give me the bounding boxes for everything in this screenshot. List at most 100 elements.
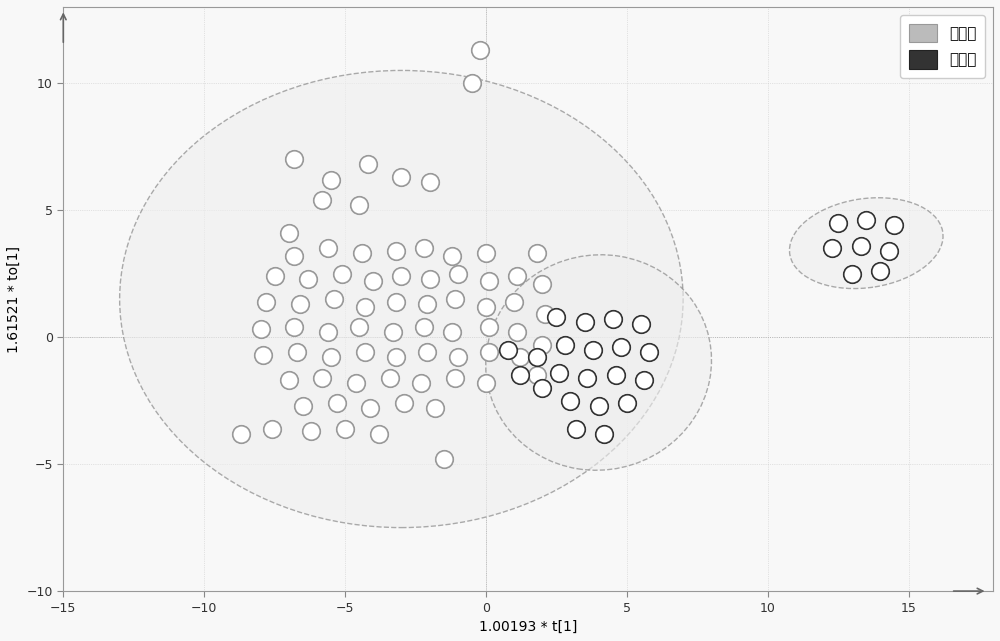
Point [255,350,271,360]
Point [529,248,545,258]
Point [388,296,404,306]
Point [613,342,629,353]
Point [548,312,564,322]
Point [416,322,432,332]
Point [300,274,316,284]
Point [286,251,302,261]
Point [357,301,373,312]
Point [534,383,550,393]
Point [286,322,302,332]
Point [509,327,525,337]
Point [577,317,593,327]
Point [314,372,330,383]
Point [323,353,339,363]
Point [303,426,319,437]
Point [233,428,249,438]
Point [568,424,584,434]
Point [416,243,432,253]
Point [365,276,381,287]
Point [388,246,404,256]
Point [320,243,336,253]
Point [450,353,466,363]
Point [478,378,494,388]
Point [886,221,902,231]
Point [636,375,652,385]
Point [478,301,494,312]
Point [447,294,463,304]
Point [858,215,874,226]
Point [413,378,429,388]
Point [450,353,466,363]
Point [444,251,460,261]
Point [509,327,525,337]
Point [371,428,387,438]
Point [258,296,274,306]
Point [478,248,494,258]
Point [579,372,595,383]
Point [529,353,545,363]
Point [529,370,545,380]
Point [326,294,342,304]
Point [881,246,897,256]
Point [830,218,846,228]
Point [579,372,595,383]
Point [393,271,409,281]
Point [323,353,339,363]
Point [419,347,435,358]
Point [289,347,305,358]
Point [830,218,846,228]
Point [416,243,432,253]
Point [233,428,249,438]
Point [537,309,553,319]
Point [481,322,497,332]
Point [534,340,550,350]
Point [295,401,311,411]
Point [329,398,345,408]
Point [337,424,353,434]
Point [295,401,311,411]
Point [619,398,635,408]
Point [447,372,463,383]
Point [562,395,578,406]
Point [419,347,435,358]
Point [326,294,342,304]
Point [286,251,302,261]
Point [450,269,466,279]
Point [320,327,336,337]
Point [354,248,370,258]
Point [444,327,460,337]
Point [585,345,601,355]
Point [314,372,330,383]
Point [419,299,435,309]
Point [596,428,612,438]
Point [348,378,364,388]
Point [436,454,452,464]
Point [613,342,629,353]
Point [281,375,297,385]
Point [608,370,624,380]
Point [512,370,528,380]
Point [419,299,435,309]
Point [529,370,545,380]
Point [444,327,460,337]
Point [481,276,497,287]
Point [362,403,378,413]
Point [529,353,545,363]
Point [388,353,404,363]
Point [351,322,367,332]
Point [396,398,412,408]
Point [427,403,443,413]
Point [881,246,897,256]
Point [551,367,567,378]
Point [329,398,345,408]
Point [371,428,387,438]
Point [382,372,398,383]
Point [824,243,840,253]
Point [506,296,522,306]
Point [472,45,488,55]
Point [286,154,302,165]
Point [258,296,274,306]
Point [844,269,860,279]
Point [422,274,438,284]
Point [388,246,404,256]
